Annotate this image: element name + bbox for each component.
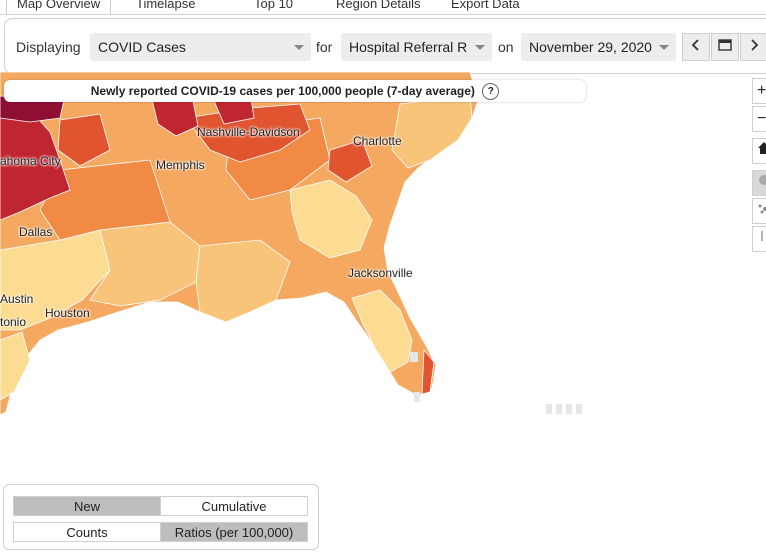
for-label: for	[316, 39, 333, 55]
city-label-jacksonville: Jacksonville	[348, 266, 413, 280]
city-label-austin: Austin	[0, 292, 34, 306]
next-date-button[interactable]	[740, 33, 766, 61]
home-button[interactable]	[752, 138, 766, 164]
city-label-houston: Houston	[45, 306, 90, 320]
home-icon	[758, 142, 766, 154]
date-select-value: November 29, 2020	[529, 39, 652, 55]
tab-top-10[interactable]: Top 10	[254, 0, 294, 11]
map-title: Newly reported COVID-19 cases per 100,00…	[4, 80, 586, 102]
red-orange-region	[185, 103, 311, 163]
layer-button-1[interactable]	[752, 170, 766, 196]
chevron-down-icon	[659, 45, 669, 50]
peach-region	[391, 95, 473, 169]
chevron-down-icon	[294, 45, 304, 50]
displaying-label: Displaying	[16, 39, 81, 55]
red-orange-region	[421, 348, 435, 395]
city-label-dallas: Dallas	[19, 225, 53, 239]
date-select[interactable]: November 29, 2020	[521, 33, 676, 61]
marker-icon	[761, 231, 763, 241]
tab-region-details[interactable]: Region Details	[336, 0, 421, 11]
water-hatch	[414, 392, 420, 402]
city-label-oklahoma-city: ahoma City	[0, 154, 61, 168]
city-label-charlotte: Charlotte	[353, 134, 402, 148]
water-hatch	[410, 352, 418, 362]
dots-icon	[758, 204, 766, 214]
red-orange-region	[327, 139, 373, 183]
zoom-out-button[interactable]: −	[752, 106, 766, 132]
chevron-left-icon	[691, 39, 699, 51]
map-canvas[interactable]	[0, 72, 766, 472]
red-orange-region	[57, 113, 111, 167]
tab-bar: Map Overview Timelapse Top 10 Region Det…	[0, 0, 766, 15]
region-type-select-value: Hospital Referral R	[349, 39, 468, 55]
peach-region	[89, 221, 201, 307]
previous-date-button[interactable]	[682, 33, 710, 61]
city-label-memphis: Memphis	[156, 158, 205, 172]
tab-map-overview[interactable]: Map Overview	[6, 0, 112, 14]
calendar-button[interactable]	[711, 33, 739, 61]
chevron-right-icon	[751, 39, 759, 51]
pale-region	[0, 331, 31, 401]
region-type-select[interactable]: Hospital Referral R	[341, 33, 492, 61]
globe-icon	[759, 175, 766, 185]
orange-region	[39, 159, 171, 241]
layer-button-3[interactable]	[752, 226, 766, 252]
metric-select[interactable]: COVID Cases	[90, 33, 311, 61]
bahamas-hatch	[546, 404, 582, 414]
counts-toggle[interactable]: Counts	[13, 522, 161, 542]
controls-bar: Displaying COVID Cases for Hospital Refe…	[4, 18, 766, 74]
help-icon[interactable]: ?	[482, 83, 500, 101]
city-label-nashville: Nashville-Davidson	[197, 125, 300, 139]
city-label-san-antonio: tonio	[0, 315, 27, 329]
cumulative-toggle[interactable]: Cumulative	[160, 496, 308, 516]
ratios-toggle[interactable]: Ratios (per 100,000)	[160, 522, 308, 542]
on-label: on	[498, 39, 514, 55]
tab-export-data[interactable]: Export Data	[451, 0, 520, 11]
new-toggle[interactable]: New	[13, 496, 161, 516]
metric-select-value: COVID Cases	[98, 39, 186, 55]
pale-region	[289, 179, 373, 259]
calendar-icon	[718, 39, 732, 51]
display-mode-panel: New Cumulative Counts Ratios (per 100,00…	[3, 484, 319, 550]
tab-timelapse[interactable]: Timelapse	[136, 0, 196, 11]
pale-region	[351, 289, 413, 373]
zoom-in-button[interactable]: +	[752, 78, 766, 104]
map-title-text: Newly reported COVID-19 cases per 100,00…	[90, 84, 475, 98]
choropleth-map[interactable]: Nashville-Davidson Charlotte ahoma City …	[0, 72, 766, 472]
layer-button-2[interactable]	[752, 198, 766, 224]
chevron-down-icon	[475, 45, 485, 50]
peach-region	[195, 239, 291, 323]
